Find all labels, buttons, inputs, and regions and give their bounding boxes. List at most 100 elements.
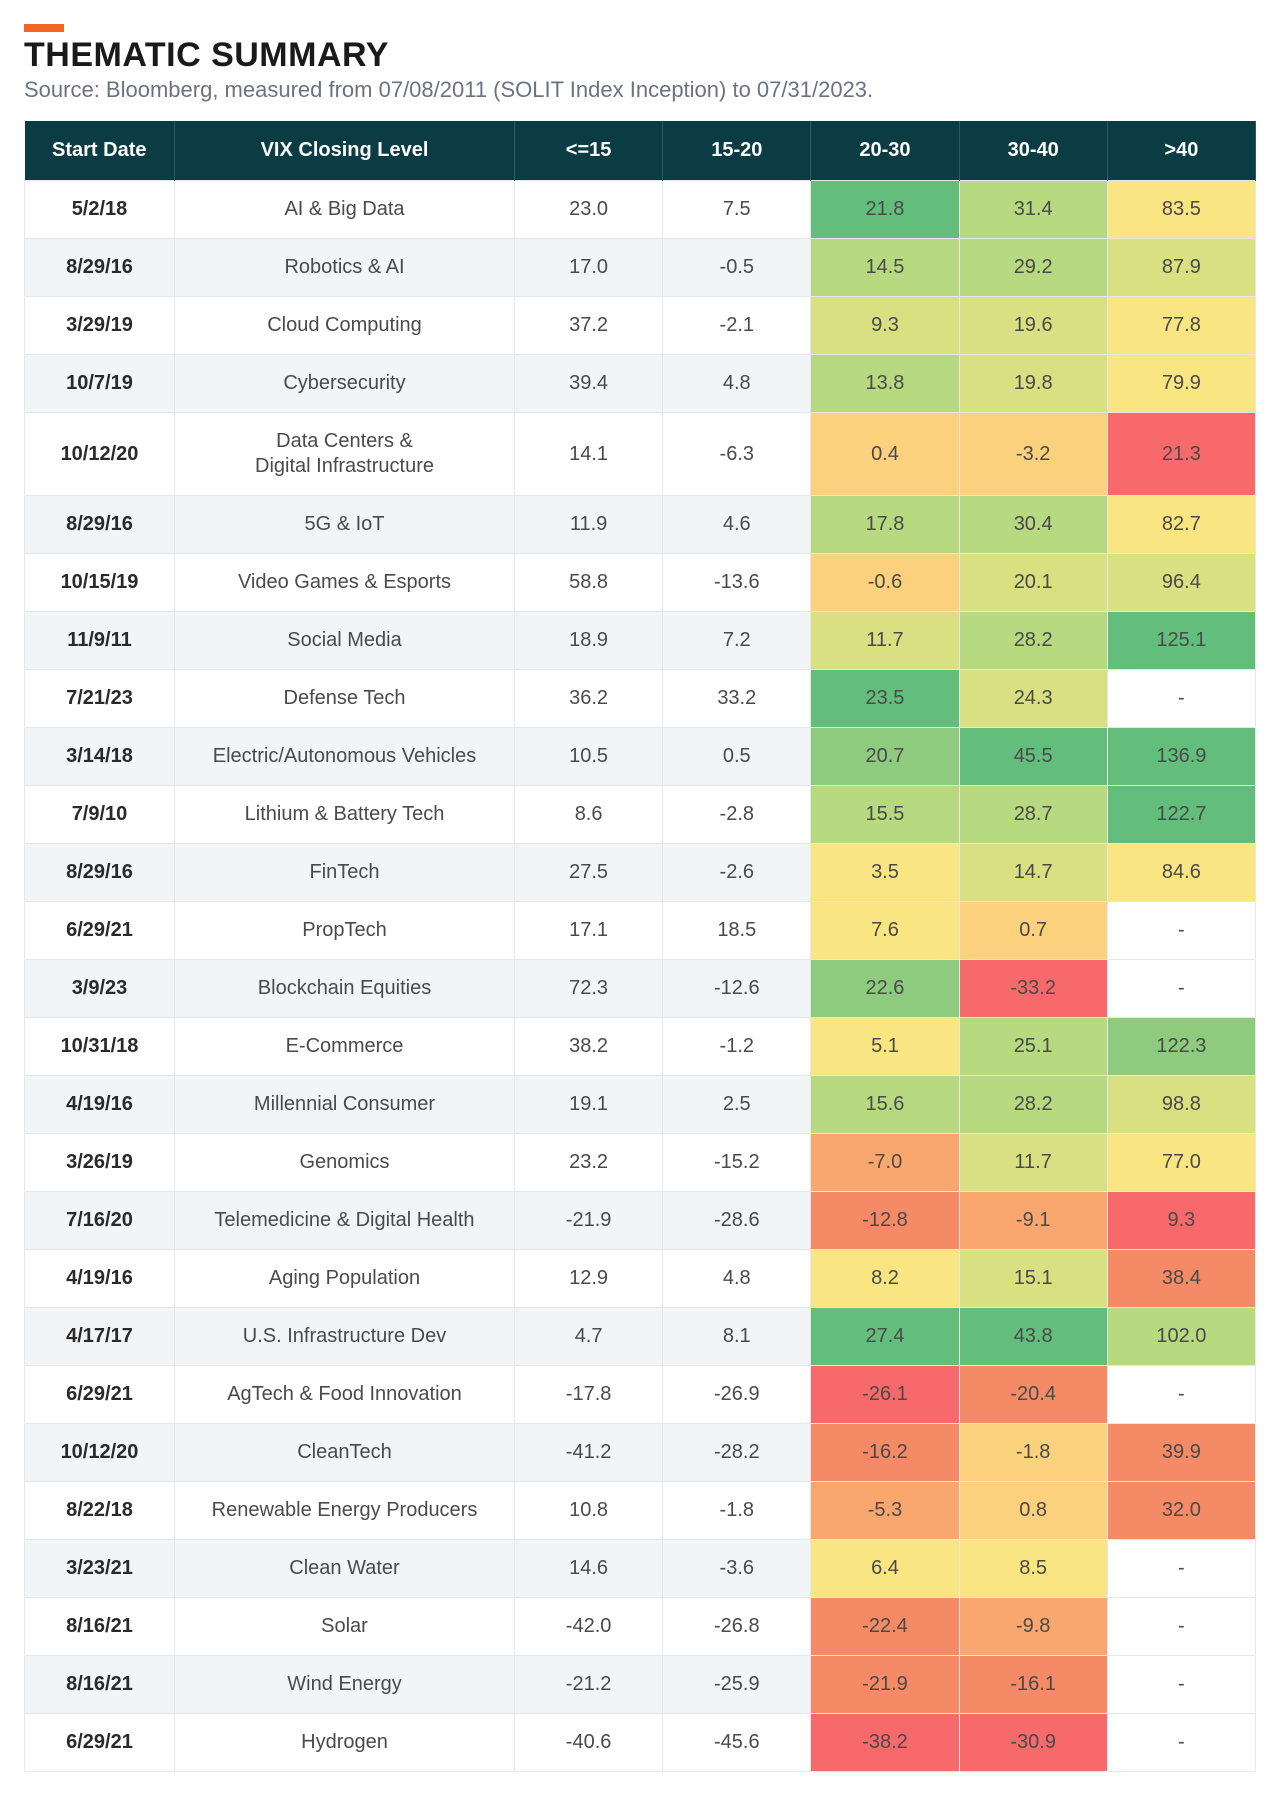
cell-value: 102.0	[1107, 1308, 1255, 1366]
cell-value: -1.8	[663, 1482, 811, 1540]
cell-theme-name: Genomics	[175, 1134, 515, 1192]
cell-value: 4.7	[515, 1308, 663, 1366]
table-row: 4/17/17U.S. Infrastructure Dev4.78.127.4…	[25, 1308, 1256, 1366]
table-row: 8/29/165G & IoT11.94.617.830.482.7	[25, 496, 1256, 554]
cell-value: 29.2	[959, 239, 1107, 297]
cell-value: -16.1	[959, 1656, 1107, 1714]
table-row: 7/9/10Lithium & Battery Tech8.6-2.815.52…	[25, 786, 1256, 844]
cell-theme-name: Aging Population	[175, 1250, 515, 1308]
cell-date: 10/31/18	[25, 1018, 175, 1076]
cell-value: -12.6	[663, 960, 811, 1018]
cell-value: 31.4	[959, 181, 1107, 239]
cell-value: 33.2	[663, 670, 811, 728]
cell-value: 15.1	[959, 1250, 1107, 1308]
cell-value: 20.1	[959, 554, 1107, 612]
cell-value: 13.8	[811, 355, 959, 413]
table-row: 11/9/11Social Media18.97.211.728.2125.1	[25, 612, 1256, 670]
cell-value: 27.5	[515, 844, 663, 902]
cell-theme-name: CleanTech	[175, 1424, 515, 1482]
cell-date: 7/16/20	[25, 1192, 175, 1250]
cell-value: 19.6	[959, 297, 1107, 355]
cell-value: 96.4	[1107, 554, 1255, 612]
cell-date: 10/12/20	[25, 1424, 175, 1482]
cell-value: 84.6	[1107, 844, 1255, 902]
cell-value: -3.6	[663, 1540, 811, 1598]
table-row: 8/16/21Wind Energy-21.2-25.9-21.9-16.1-	[25, 1656, 1256, 1714]
cell-date: 10/7/19	[25, 355, 175, 413]
cell-theme-name: Video Games & Esports	[175, 554, 515, 612]
table-row: 3/9/23Blockchain Equities72.3-12.622.6-3…	[25, 960, 1256, 1018]
cell-theme-name: U.S. Infrastructure Dev	[175, 1308, 515, 1366]
table-row: 6/29/21PropTech17.118.57.60.7-	[25, 902, 1256, 960]
cell-value: -6.3	[663, 413, 811, 496]
cell-value: 0.7	[959, 902, 1107, 960]
cell-date: 6/29/21	[25, 1714, 175, 1772]
table-row: 4/19/16Aging Population12.94.88.215.138.…	[25, 1250, 1256, 1308]
cell-value: 10.8	[515, 1482, 663, 1540]
table-row: 10/15/19Video Games & Esports58.8-13.6-0…	[25, 554, 1256, 612]
cell-value: 15.6	[811, 1076, 959, 1134]
cell-value: -	[1107, 902, 1255, 960]
cell-theme-name: Blockchain Equities	[175, 960, 515, 1018]
cell-value: 18.5	[663, 902, 811, 960]
column-header: >40	[1107, 121, 1255, 181]
cell-value: -25.9	[663, 1656, 811, 1714]
cell-value: 21.8	[811, 181, 959, 239]
cell-value: 36.2	[515, 670, 663, 728]
table-body: 5/2/18AI & Big Data23.07.521.831.483.58/…	[25, 181, 1256, 1772]
cell-value: -0.5	[663, 239, 811, 297]
table-row: 10/7/19Cybersecurity39.44.813.819.879.9	[25, 355, 1256, 413]
cell-value: 8.1	[663, 1308, 811, 1366]
cell-value: -2.1	[663, 297, 811, 355]
cell-date: 7/21/23	[25, 670, 175, 728]
cell-value: 0.8	[959, 1482, 1107, 1540]
cell-value: -7.0	[811, 1134, 959, 1192]
cell-value: 4.8	[663, 1250, 811, 1308]
table-row: 3/26/19Genomics23.2-15.2-7.011.777.0	[25, 1134, 1256, 1192]
table-header: Start DateVIX Closing Level<=1515-2020-3…	[25, 121, 1256, 181]
cell-date: 8/16/21	[25, 1598, 175, 1656]
cell-value: 136.9	[1107, 728, 1255, 786]
cell-date: 4/19/16	[25, 1250, 175, 1308]
cell-value: 8.5	[959, 1540, 1107, 1598]
cell-value: 14.6	[515, 1540, 663, 1598]
column-header: <=15	[515, 121, 663, 181]
cell-date: 7/9/10	[25, 786, 175, 844]
cell-value: -2.6	[663, 844, 811, 902]
cell-value: 20.7	[811, 728, 959, 786]
cell-theme-name: AI & Big Data	[175, 181, 515, 239]
cell-value: -40.6	[515, 1714, 663, 1772]
cell-value: 0.5	[663, 728, 811, 786]
cell-value: 6.4	[811, 1540, 959, 1598]
cell-value: -41.2	[515, 1424, 663, 1482]
cell-value: -15.2	[663, 1134, 811, 1192]
cell-value: -42.0	[515, 1598, 663, 1656]
cell-value: 14.5	[811, 239, 959, 297]
cell-value: -16.2	[811, 1424, 959, 1482]
cell-theme-name: FinTech	[175, 844, 515, 902]
cell-date: 10/12/20	[25, 413, 175, 496]
cell-value: 23.5	[811, 670, 959, 728]
table-row: 7/21/23Defense Tech36.233.223.524.3-	[25, 670, 1256, 728]
cell-value: -9.8	[959, 1598, 1107, 1656]
cell-value: -	[1107, 1714, 1255, 1772]
cell-date: 8/16/21	[25, 1656, 175, 1714]
cell-value: -26.8	[663, 1598, 811, 1656]
cell-date: 4/17/17	[25, 1308, 175, 1366]
cell-value: 23.0	[515, 181, 663, 239]
cell-value: 82.7	[1107, 496, 1255, 554]
cell-value: 37.2	[515, 297, 663, 355]
cell-value: -1.8	[959, 1424, 1107, 1482]
cell-value: 17.0	[515, 239, 663, 297]
cell-value: 28.2	[959, 1076, 1107, 1134]
cell-value: 11.9	[515, 496, 663, 554]
cell-value: 17.1	[515, 902, 663, 960]
table-row: 6/29/21Hydrogen-40.6-45.6-38.2-30.9-	[25, 1714, 1256, 1772]
cell-date: 8/22/18	[25, 1482, 175, 1540]
cell-value: 23.2	[515, 1134, 663, 1192]
cell-value: -17.8	[515, 1366, 663, 1424]
cell-date: 11/9/11	[25, 612, 175, 670]
cell-value: -45.6	[663, 1714, 811, 1772]
cell-value: -21.9	[811, 1656, 959, 1714]
cell-theme-name: E-Commerce	[175, 1018, 515, 1076]
